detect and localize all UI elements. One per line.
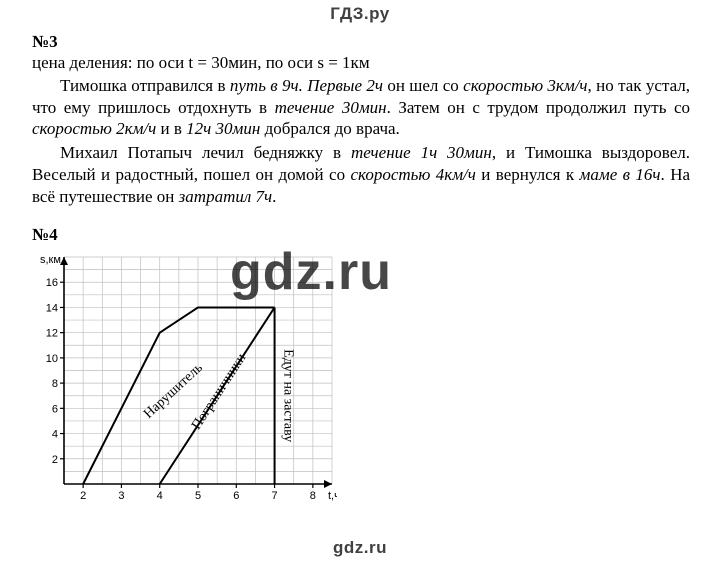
svg-text:14: 14	[46, 303, 58, 315]
svg-text:6: 6	[52, 404, 58, 416]
text: добрался до врача.	[260, 119, 399, 138]
svg-text:7: 7	[272, 490, 278, 502]
svg-text:12: 12	[46, 328, 58, 340]
text-italic: маме в 16ч	[580, 165, 661, 184]
text: и в	[156, 119, 186, 138]
task3-para1: Тимошка отправился в путь в 9ч. Первые 2…	[32, 75, 690, 140]
svg-text:5: 5	[195, 490, 201, 502]
text-italic: течение 30мин	[275, 98, 387, 117]
svg-text:Едут на заставу: Едут на заставу	[281, 349, 296, 442]
text: Михаил Потапыч лечил бедняжку в	[60, 143, 351, 162]
text: цена деления: по оси t =	[32, 53, 211, 72]
text-italic: скоростью 3км/ч	[463, 76, 587, 95]
text-italic: скоростью 4км/ч	[350, 165, 475, 184]
text: и вернулся к	[476, 165, 580, 184]
task4-chart: 2345678t,ч246810121416s,кмНарушительПогр…	[32, 249, 337, 504]
task3-heading: №3	[32, 32, 690, 52]
text: он шел со	[383, 76, 463, 95]
svg-text:6: 6	[233, 490, 239, 502]
text: Тимошка отправился в	[60, 76, 230, 95]
text-italic: путь в 9ч. Первые 2ч	[230, 76, 383, 95]
task3-para2: Михаил Потапыч лечил бедняжку в течение …	[32, 142, 690, 207]
brand-footer: gdz.ru	[0, 538, 720, 558]
text: . Затем он с трудом продолжил путь со	[387, 98, 690, 117]
svg-text:8: 8	[52, 378, 58, 390]
task3-scale-line: цена деления: по оси t = 30мин, по оси s…	[32, 52, 690, 74]
svg-text:8: 8	[310, 490, 316, 502]
brand-header: ГДЗ.ру	[0, 0, 720, 24]
task3: №3 цена деления: по оси t = 30мин, по ос…	[0, 32, 720, 504]
text-italic: течение 1ч 30мин	[351, 143, 492, 162]
text-italic: 12ч 30мин	[186, 119, 260, 138]
text: 30мин	[211, 53, 257, 72]
task4-heading: №4	[32, 225, 690, 245]
svg-text:2: 2	[52, 454, 58, 466]
text-italic: скоростью 2км/ч	[32, 119, 156, 138]
svg-text:t,ч: t,ч	[328, 490, 337, 502]
svg-text:10: 10	[46, 353, 58, 365]
chart-svg: 2345678t,ч246810121416s,кмНарушительПогр…	[32, 249, 337, 504]
svg-text:s,км: s,км	[40, 254, 61, 266]
text-italic: затратил 7ч	[179, 187, 272, 206]
text: .	[272, 187, 276, 206]
svg-text:4: 4	[52, 429, 58, 441]
svg-text:16: 16	[46, 277, 58, 289]
text: , по оси s = 1км	[257, 53, 369, 72]
svg-text:3: 3	[118, 490, 124, 502]
svg-text:2: 2	[80, 490, 86, 502]
svg-text:4: 4	[157, 490, 163, 502]
